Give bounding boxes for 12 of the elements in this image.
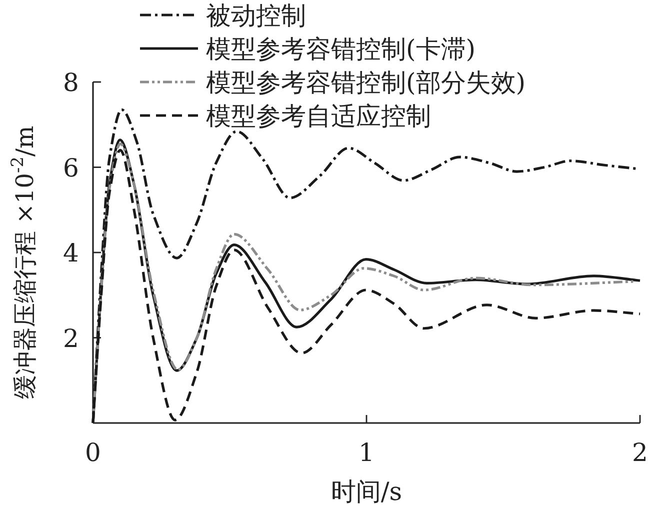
x-tick-label: 1 xyxy=(358,438,374,467)
y-tick-label: 6 xyxy=(63,153,79,182)
y-tick-label: 4 xyxy=(63,238,79,268)
y-tick-label: 2 xyxy=(63,324,79,353)
x-tick-label: 0 xyxy=(85,438,101,467)
legend-label: 模型参考容错控制(部分失效) xyxy=(206,68,526,97)
legend-label: 模型参考容错控制(卡滞) xyxy=(206,34,476,64)
x-tick-label: 2 xyxy=(632,438,648,467)
legend-label: 模型参考自适应控制 xyxy=(206,102,431,130)
y-tick-label: 8 xyxy=(63,68,79,97)
legend-label: 被动控制 xyxy=(206,1,306,30)
x-axis-title: 时间/s xyxy=(330,477,402,506)
